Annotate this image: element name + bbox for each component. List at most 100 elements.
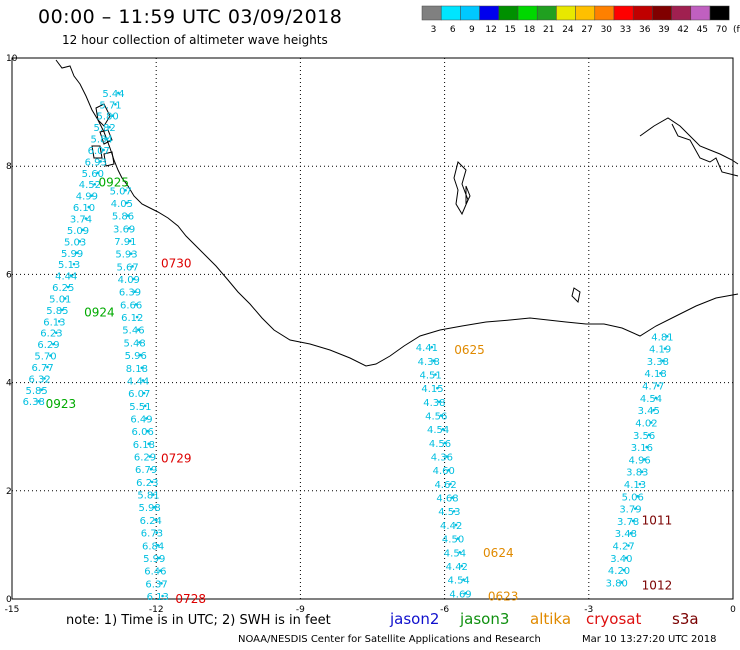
track-dot — [66, 285, 70, 289]
track-dot — [454, 523, 458, 527]
wave-height-value: 3.80 — [606, 578, 628, 589]
wave-height-value: 4.19 — [649, 345, 671, 356]
wave-height-value: 4.96 — [628, 455, 650, 466]
track-dot — [102, 148, 105, 152]
track-time-label: 0923 — [46, 397, 77, 411]
colorbar-swatch — [632, 5, 653, 21]
track-dot — [140, 366, 144, 370]
colorbar-swatch — [613, 5, 634, 21]
track-dots — [37, 91, 669, 598]
y-tick-label: 4 — [6, 379, 12, 389]
wave-height-value: 6.37 — [145, 579, 167, 590]
wave-height-value: 4.51 — [419, 370, 441, 381]
track-dot — [75, 251, 79, 255]
wave-height-value: 4.09 — [118, 275, 140, 286]
wave-height-value: 5.82 — [93, 123, 115, 134]
track-dot — [93, 182, 97, 186]
track-time-label: 0730 — [161, 257, 192, 271]
wave-height-value: 3.83 — [626, 468, 648, 479]
track-dot — [143, 404, 147, 408]
wave-height-value: 5.46 — [122, 326, 144, 337]
track-dot — [665, 335, 669, 338]
wave-height-value: 4.81 — [651, 332, 673, 343]
track-dot — [125, 201, 129, 205]
track-dot — [158, 569, 162, 572]
colorbar-swatch — [479, 5, 500, 21]
wave-height-value: 8.18 — [126, 364, 148, 375]
wave-height-value: 5.84 — [91, 135, 113, 146]
track-time-label: 0729 — [161, 451, 192, 465]
track-dot — [114, 102, 117, 106]
colorbar-label: 33 — [620, 25, 631, 35]
track-dot — [439, 414, 443, 417]
track-dot — [640, 470, 644, 474]
track-dot — [135, 315, 139, 319]
track-dot — [634, 507, 637, 510]
track-dot — [449, 482, 452, 486]
wave-height-value: 5.01 — [49, 294, 71, 305]
wave-height-value: 3.69 — [113, 224, 135, 235]
wave-height-value: 6.13 — [147, 592, 169, 603]
colorbar-label: 36 — [639, 25, 651, 35]
wave-height-value: 6.06 — [132, 427, 154, 438]
track-dot — [451, 496, 454, 499]
wave-height-value: 3.78 — [617, 517, 639, 528]
wave-height-value: 6.23 — [136, 478, 158, 489]
wave-height-value: 6.46 — [144, 567, 166, 578]
colorbar-label: 9 — [469, 25, 475, 35]
track-dot — [132, 277, 135, 281]
track-dot — [636, 495, 639, 498]
track-dot — [436, 386, 439, 390]
track-dot — [127, 226, 131, 230]
track-dot — [46, 365, 49, 369]
wave-height-value: 3.56 — [633, 431, 655, 442]
colorbar-label: 21 — [543, 25, 554, 35]
wave-height-value: 5.48 — [123, 338, 145, 349]
wave-height-value: 5.98 — [138, 503, 160, 514]
wave-height-value: 5.13 — [58, 260, 80, 271]
map-title: 00:00 – 11:59 UTC 03/09/2018 — [38, 6, 343, 28]
track-time-label: 1012 — [642, 578, 673, 592]
wave-height-value: 5.07 — [110, 186, 132, 197]
y-tick-label: 8 — [6, 162, 12, 172]
legend-jason2: jason2 — [390, 610, 440, 628]
track-dot — [57, 319, 61, 323]
wave-height-value: 3.38 — [647, 357, 669, 368]
wave-height-value: 5.51 — [129, 402, 151, 413]
track-dot — [643, 458, 646, 461]
wave-height-value: 5.99 — [61, 249, 83, 260]
wave-height-value: 6.29 — [134, 453, 156, 464]
x-tick-label: -15 — [5, 605, 20, 615]
track-dot — [124, 188, 127, 192]
legend-altika: altika — [530, 610, 572, 628]
footer-credit: NOAA/NESDIS Center for Satellite Applica… — [238, 634, 541, 645]
legend-s3a: s3a — [672, 610, 699, 628]
track-dot — [148, 455, 152, 458]
wave-height-value: 4.54 — [427, 425, 449, 436]
track-dot — [43, 377, 46, 380]
colorbar-label: 24 — [562, 25, 574, 35]
wave-height-value: 6.29 — [37, 340, 59, 351]
track-dot — [147, 442, 151, 446]
wave-height-value: 6.13 — [43, 317, 65, 328]
wave-height-value: 5.06 — [622, 492, 644, 503]
legend-jason3: jason3 — [460, 610, 510, 628]
wave-height-value: 4.54 — [444, 548, 466, 559]
track-dot — [96, 171, 99, 175]
wave-height-value: 3.45 — [638, 406, 660, 417]
legend-cryosat: cryosat — [586, 610, 642, 628]
track-dot — [78, 240, 82, 243]
wave-height-value: 4.05 — [111, 199, 133, 210]
colorbar-swatch — [594, 5, 615, 21]
track-dot — [622, 568, 626, 572]
wave-height-value: 3.48 — [615, 529, 637, 540]
wave-height-value: 4.56 — [429, 439, 451, 450]
track-dot — [447, 468, 450, 472]
wave-height-value: 7.91 — [114, 237, 136, 248]
wave-height-value: 4.54 — [448, 576, 470, 587]
track-dot — [81, 228, 85, 232]
colorbar-label: 18 — [524, 25, 536, 35]
colorbar-label: 6 — [450, 25, 456, 35]
track-dot — [624, 556, 628, 560]
x-tick-label: -6 — [440, 605, 449, 615]
